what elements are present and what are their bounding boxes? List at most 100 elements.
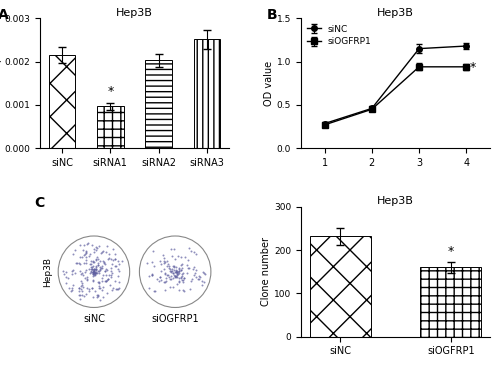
Point xyxy=(111,256,119,262)
Point xyxy=(102,278,110,284)
Point xyxy=(162,271,170,277)
Point xyxy=(90,294,98,300)
Point xyxy=(90,266,98,272)
Point xyxy=(178,271,186,277)
Point xyxy=(107,268,115,274)
Circle shape xyxy=(140,236,211,307)
Point xyxy=(82,250,90,256)
Point xyxy=(115,279,123,285)
Point xyxy=(88,265,96,270)
Point xyxy=(82,242,90,247)
Point xyxy=(86,251,94,257)
Title: Hep3B: Hep3B xyxy=(116,8,153,18)
Point xyxy=(148,259,156,265)
Point xyxy=(111,251,119,257)
Point xyxy=(171,269,179,275)
Point xyxy=(172,264,180,269)
Point xyxy=(85,266,93,272)
Point xyxy=(90,269,98,274)
Point xyxy=(185,265,193,270)
Point xyxy=(175,268,183,274)
Point xyxy=(78,288,86,294)
Point xyxy=(186,279,194,284)
Point xyxy=(164,272,172,277)
Point xyxy=(73,260,81,266)
Point xyxy=(173,272,181,277)
Point xyxy=(96,279,104,285)
Point xyxy=(90,269,98,275)
Point xyxy=(84,276,92,282)
Point xyxy=(150,263,158,269)
Point xyxy=(92,266,100,272)
Point xyxy=(89,270,97,276)
Text: siNC: siNC xyxy=(83,314,105,324)
Point xyxy=(87,269,95,275)
Point xyxy=(114,285,122,291)
Point xyxy=(106,282,114,288)
Point xyxy=(178,273,186,279)
Point xyxy=(88,258,96,264)
Point xyxy=(68,285,76,291)
Point xyxy=(91,272,99,278)
Point xyxy=(108,285,116,291)
Point xyxy=(176,268,184,274)
Point xyxy=(109,246,117,252)
Point xyxy=(168,253,176,259)
Point xyxy=(175,275,183,281)
Point xyxy=(163,272,171,277)
Point xyxy=(82,291,90,296)
Point xyxy=(164,265,172,271)
Point xyxy=(173,272,181,277)
Point xyxy=(92,266,100,272)
Point xyxy=(114,287,122,292)
Point xyxy=(88,278,96,284)
Point xyxy=(90,269,98,275)
Point xyxy=(148,272,156,278)
Point xyxy=(160,280,168,285)
Point xyxy=(98,294,106,300)
Point xyxy=(89,267,97,273)
Point xyxy=(161,270,169,276)
Point xyxy=(94,245,102,251)
Point xyxy=(175,266,183,272)
Point xyxy=(78,292,86,298)
Point xyxy=(94,243,102,249)
Title: Hep3B: Hep3B xyxy=(377,8,414,18)
Point xyxy=(179,279,187,285)
Point xyxy=(168,266,176,272)
Point xyxy=(89,269,97,275)
Point xyxy=(164,262,172,268)
Point xyxy=(150,288,158,294)
Point xyxy=(184,257,192,263)
Point xyxy=(105,255,113,261)
Point xyxy=(104,276,112,282)
Point xyxy=(75,292,83,298)
Point xyxy=(89,269,97,275)
Point xyxy=(82,258,90,264)
Bar xyxy=(146,60,172,148)
Legend: siNC, siOGFRP1: siNC, siOGFRP1 xyxy=(306,23,374,48)
Point xyxy=(92,269,100,275)
Point xyxy=(76,292,84,298)
Point xyxy=(80,242,88,247)
Point xyxy=(186,286,194,292)
Bar xyxy=(310,236,370,337)
Point xyxy=(174,269,182,275)
Point xyxy=(99,258,107,264)
Point xyxy=(108,257,116,262)
Point xyxy=(180,288,188,294)
Point xyxy=(144,273,152,279)
Point xyxy=(83,274,91,280)
Point xyxy=(80,275,88,281)
Point xyxy=(196,273,203,279)
Point xyxy=(92,263,100,269)
Point xyxy=(90,270,98,276)
Point xyxy=(102,268,110,274)
Point xyxy=(69,268,77,273)
Point xyxy=(170,262,177,268)
Point xyxy=(177,276,185,281)
Point xyxy=(94,268,102,274)
Point xyxy=(90,268,98,273)
Point xyxy=(92,264,100,270)
Point xyxy=(76,254,84,260)
